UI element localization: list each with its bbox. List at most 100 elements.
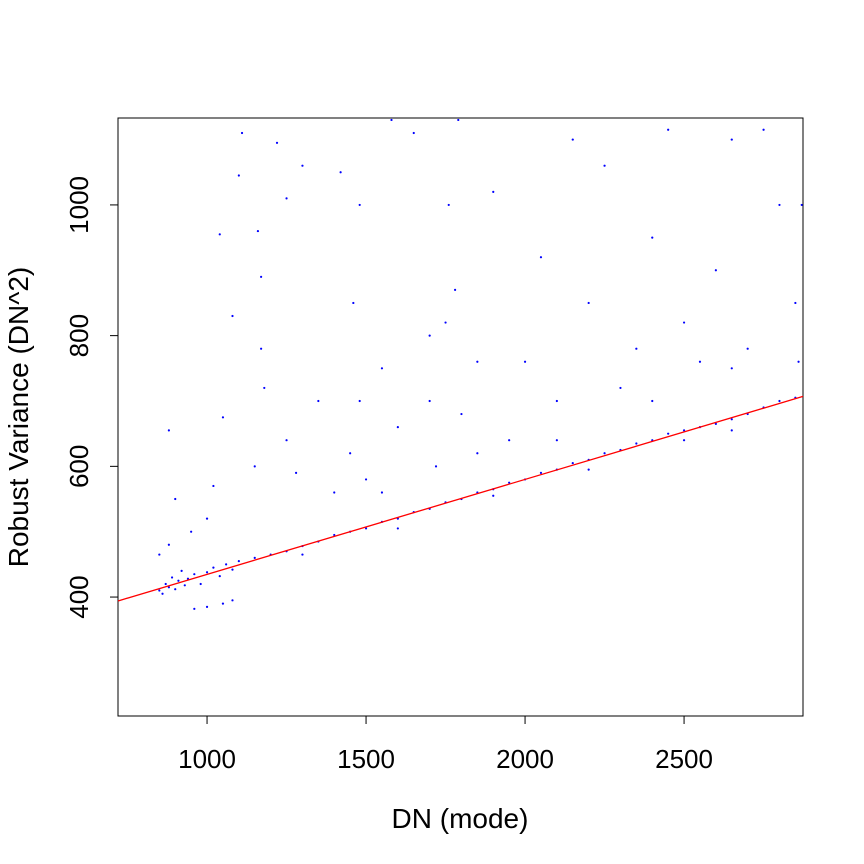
point: [231, 568, 234, 571]
point: [390, 118, 393, 122]
point: [800, 203, 803, 207]
point: [225, 563, 228, 566]
point: [158, 553, 161, 556]
point: [205, 605, 209, 608]
point: [205, 517, 209, 520]
point: [444, 321, 447, 324]
point: [746, 347, 749, 350]
point: [260, 275, 263, 278]
point: [158, 589, 161, 592]
point: [730, 429, 733, 432]
point: [231, 314, 234, 318]
point: [762, 128, 765, 131]
point: [294, 471, 298, 474]
point: [161, 592, 164, 595]
point: [778, 399, 781, 403]
point: [730, 138, 733, 141]
y-tick-label: 800: [64, 314, 94, 357]
point: [183, 584, 186, 587]
point: [667, 128, 670, 131]
point: [240, 131, 244, 135]
point: [231, 599, 234, 602]
point: [263, 386, 266, 390]
point: [317, 399, 320, 403]
point: [177, 579, 180, 582]
point: [349, 452, 352, 455]
x-tick-label: 2500: [655, 744, 713, 774]
point: [476, 360, 479, 363]
point: [412, 131, 415, 135]
point: [253, 556, 256, 559]
point: [167, 543, 170, 546]
point: [193, 607, 196, 610]
point: [333, 491, 336, 494]
point: [539, 256, 543, 259]
point: [730, 418, 733, 421]
point: [587, 468, 590, 471]
point: [682, 439, 686, 442]
y-tick-label: 1000: [64, 176, 94, 234]
point: [218, 575, 221, 578]
point: [237, 174, 240, 177]
point: [555, 439, 558, 442]
point: [508, 481, 511, 484]
point: [260, 347, 263, 350]
point: [651, 399, 654, 403]
point: [205, 571, 209, 574]
point: [714, 269, 717, 272]
point: [428, 399, 431, 403]
point: [492, 190, 495, 193]
point: [797, 360, 800, 363]
point: [619, 386, 622, 390]
point: [460, 412, 463, 416]
point: [221, 602, 225, 605]
point: [635, 442, 638, 445]
fit-line: [117, 395, 804, 602]
point: [221, 416, 225, 419]
point: [523, 360, 527, 363]
point: [358, 399, 361, 403]
point: [256, 229, 260, 233]
x-tick-label: 1500: [337, 744, 395, 774]
point: [492, 494, 495, 497]
point: [199, 582, 202, 586]
point: [571, 138, 574, 141]
point: [667, 432, 670, 435]
point: [164, 582, 167, 586]
point: [396, 426, 399, 429]
y-axis-label: Robust Variance (DN^2): [3, 267, 34, 568]
point: [167, 429, 170, 432]
point: [358, 203, 361, 207]
point: [539, 471, 543, 474]
point: [714, 422, 717, 425]
point: [190, 530, 193, 533]
point: [253, 465, 256, 468]
point: [447, 203, 450, 207]
point: [587, 301, 590, 305]
point: [571, 461, 574, 465]
point: [476, 452, 479, 455]
point: [428, 334, 431, 337]
point: [301, 164, 304, 167]
point: [174, 588, 177, 591]
point: [682, 429, 686, 432]
point: [603, 452, 606, 455]
point: [364, 478, 368, 481]
point: [682, 321, 686, 324]
point: [167, 586, 170, 589]
y-tick-label: 600: [64, 445, 94, 488]
point: [285, 197, 288, 200]
x-axis-label: DN (mode): [392, 803, 529, 834]
y-tick-label: 400: [64, 575, 94, 618]
point: [635, 347, 638, 350]
point: [555, 399, 558, 403]
point: [396, 527, 399, 530]
point: [193, 573, 196, 576]
point: [778, 203, 781, 207]
point: [333, 533, 336, 537]
point: [170, 576, 174, 579]
plot-frame: [117, 117, 804, 717]
point: [603, 164, 606, 167]
point: [794, 301, 797, 305]
point: [651, 236, 654, 239]
